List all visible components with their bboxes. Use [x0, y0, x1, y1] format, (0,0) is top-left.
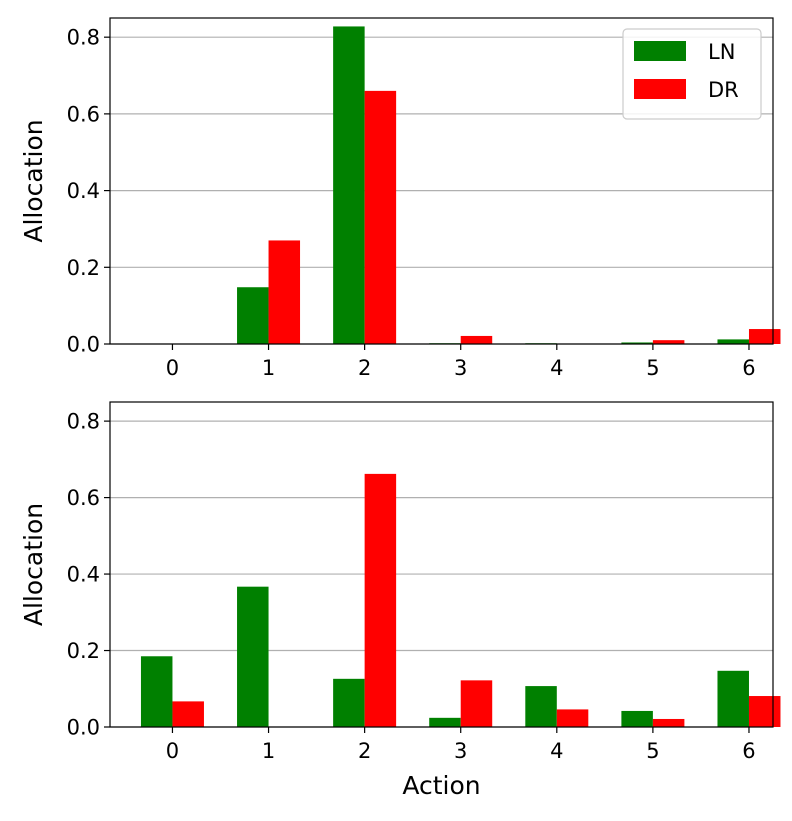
x-axis-label: Action: [402, 771, 480, 800]
x-tick-label: 3: [454, 739, 467, 763]
legend: LN DR: [622, 28, 762, 120]
x-tick-label: 2: [358, 356, 371, 380]
bar-dr-2: [364, 90, 397, 344]
legend-swatch-ln: [634, 41, 686, 61]
x-tick-label: 1: [262, 356, 275, 380]
bar-ln-5: [621, 342, 653, 344]
y-tick-label: 0.0: [67, 333, 100, 357]
bar-ln-1: [237, 287, 269, 344]
bar-ln-6: [717, 339, 749, 344]
x-tick-label: 4: [550, 739, 563, 763]
x-tick-label: 3: [454, 356, 467, 380]
y-tick-label: 0.2: [67, 639, 100, 663]
chart-panel-1: 0.0 0.2 0.4 0.6 0.8 0 1 2 3 4 5 6 Allocation LN DR: [19, 17, 781, 380]
bar-dr-6: [748, 329, 781, 344]
bar-ln-0: [140, 656, 173, 727]
y-tick-label: 0.6: [67, 486, 100, 510]
plot-frame: [109, 401, 774, 728]
y-axis-label: Allocation: [19, 119, 48, 242]
x-tick-label: 6: [742, 356, 755, 380]
y-tick-label: 0.8: [67, 410, 100, 434]
x-tick-label: 4: [550, 356, 563, 380]
bar-dr-6: [748, 696, 781, 727]
y-tick-label: 0.4: [67, 563, 100, 587]
bar-dr-0: [172, 701, 204, 727]
x-tick-label: 1: [262, 739, 275, 763]
bar-dr-4: [556, 709, 589, 727]
x-tick-label: 0: [166, 739, 179, 763]
legend-swatch-dr: [634, 79, 686, 99]
legend-label-ln: LN: [708, 40, 735, 64]
chart-panel-2: 0.0 0.2 0.4 0.6 0.8 0 1 2 3 4 5 6 Allocation Action: [19, 401, 781, 800]
legend-label-dr: DR: [708, 78, 739, 102]
y-tick-label: 0.0: [67, 716, 100, 740]
bar-ln-3: [429, 717, 461, 727]
bar-dr-2: [364, 473, 397, 727]
bar-ln-5: [621, 710, 653, 727]
bar-dr-5: [652, 340, 685, 344]
bar-ln-2: [333, 678, 365, 727]
y-tick-label: 0.6: [67, 102, 100, 126]
bar-ln-2: [333, 26, 365, 344]
x-tick-label: 5: [646, 356, 659, 380]
bar-ln-1: [237, 586, 269, 727]
bar-ln-4: [525, 686, 557, 727]
x-tick-label: 6: [742, 739, 755, 763]
bar-dr-1: [268, 240, 301, 344]
x-tick-label: 0: [166, 356, 179, 380]
y-tick-label: 0.8: [67, 26, 100, 50]
bar-dr-5: [652, 718, 685, 727]
y-tick-label: 0.2: [67, 256, 100, 280]
bar-dr-3: [460, 680, 493, 727]
y-tick-label: 0.4: [67, 179, 100, 203]
plot-frame: [109, 17, 774, 345]
y-axis-label: Allocation: [19, 503, 48, 626]
x-tick-label: 2: [358, 739, 371, 763]
bar-ln-6: [717, 670, 749, 727]
x-tick-label: 5: [646, 739, 659, 763]
bar-dr-3: [460, 335, 493, 344]
